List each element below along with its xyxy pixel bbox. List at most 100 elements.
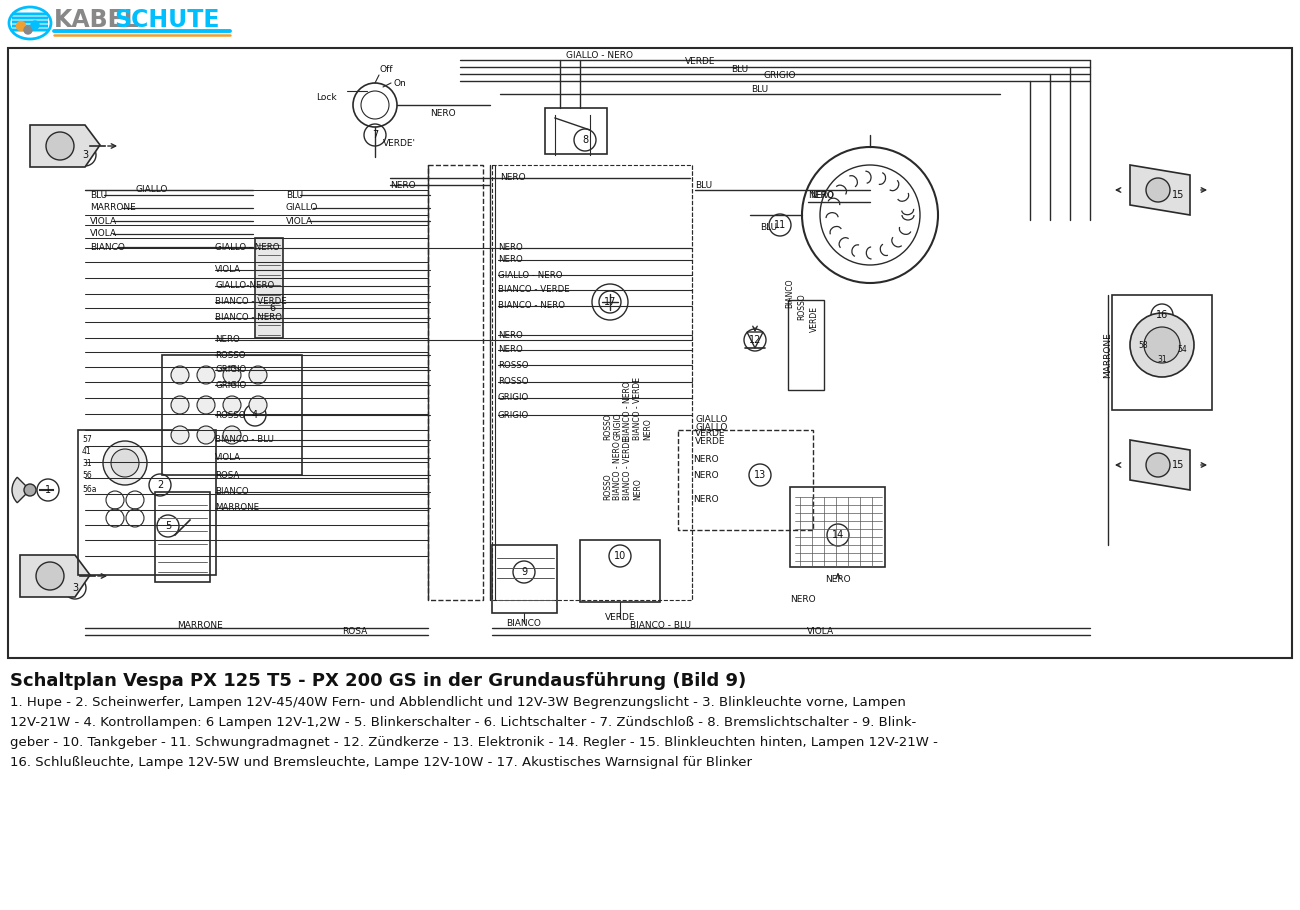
Text: NERO: NERO bbox=[809, 191, 833, 200]
Circle shape bbox=[103, 441, 147, 485]
Text: NERO: NERO bbox=[810, 190, 835, 199]
Circle shape bbox=[157, 515, 179, 537]
Text: GRIGIO: GRIGIO bbox=[614, 412, 623, 440]
Bar bbox=[428, 165, 484, 600]
Text: GRIGIO: GRIGIO bbox=[214, 366, 246, 375]
Text: 15: 15 bbox=[1171, 190, 1184, 200]
Text: VIOLA: VIOLA bbox=[90, 217, 117, 226]
Text: Schaltplan Vespa PX 125 T5 - PX 200 GS in der Grundausführung (Bild 9): Schaltplan Vespa PX 125 T5 - PX 200 GS i… bbox=[10, 672, 746, 690]
Text: NERO: NERO bbox=[633, 479, 642, 500]
Text: 57: 57 bbox=[82, 436, 92, 444]
Text: MARRONE: MARRONE bbox=[177, 621, 222, 630]
Circle shape bbox=[224, 396, 240, 414]
Circle shape bbox=[172, 366, 188, 384]
Text: BIANCO: BIANCO bbox=[90, 242, 125, 251]
Bar bbox=[155, 492, 211, 582]
Text: GIALLO - NERO: GIALLO - NERO bbox=[567, 50, 633, 59]
Text: ROSSO: ROSSO bbox=[797, 293, 806, 320]
Text: BLU: BLU bbox=[760, 223, 777, 231]
Text: VERDE: VERDE bbox=[685, 57, 715, 66]
Text: VIOLA: VIOLA bbox=[214, 266, 240, 275]
Circle shape bbox=[1147, 453, 1170, 477]
Text: VERDE: VERDE bbox=[696, 430, 725, 439]
Text: 7: 7 bbox=[372, 130, 378, 140]
Polygon shape bbox=[20, 555, 90, 597]
Text: 5: 5 bbox=[165, 521, 172, 531]
Text: 54: 54 bbox=[1176, 346, 1187, 355]
Circle shape bbox=[198, 426, 214, 444]
Text: BIANCO: BIANCO bbox=[214, 488, 248, 497]
Polygon shape bbox=[1130, 165, 1190, 215]
Text: BIANCO: BIANCO bbox=[785, 278, 794, 308]
FancyBboxPatch shape bbox=[12, 13, 48, 15]
Text: ROSSO: ROSSO bbox=[498, 360, 529, 369]
Circle shape bbox=[23, 26, 32, 34]
Text: 1: 1 bbox=[46, 485, 51, 495]
Circle shape bbox=[224, 426, 240, 444]
Bar bbox=[545, 108, 607, 154]
Text: 3: 3 bbox=[82, 150, 88, 160]
Circle shape bbox=[261, 297, 283, 319]
Text: BLU: BLU bbox=[751, 86, 768, 95]
Text: GIALLO: GIALLO bbox=[696, 416, 728, 424]
Bar bbox=[491, 165, 692, 600]
FancyBboxPatch shape bbox=[12, 25, 48, 27]
Circle shape bbox=[1167, 454, 1190, 476]
Circle shape bbox=[827, 524, 849, 546]
Bar bbox=[790, 487, 885, 567]
Bar bbox=[255, 238, 283, 338]
Text: BIANCO: BIANCO bbox=[507, 619, 541, 628]
Text: NERO: NERO bbox=[826, 575, 850, 584]
Circle shape bbox=[749, 464, 771, 486]
Circle shape bbox=[198, 396, 214, 414]
Text: VIOLA: VIOLA bbox=[214, 453, 240, 462]
Text: NERO: NERO bbox=[498, 256, 523, 265]
Text: Lock: Lock bbox=[316, 93, 337, 102]
Text: VERDE: VERDE bbox=[810, 306, 819, 332]
Circle shape bbox=[64, 577, 86, 599]
Text: NERO: NERO bbox=[430, 108, 455, 117]
Circle shape bbox=[608, 545, 630, 567]
Text: NERO: NERO bbox=[644, 419, 653, 440]
Circle shape bbox=[224, 366, 240, 384]
Text: 10: 10 bbox=[614, 551, 627, 561]
Text: 15: 15 bbox=[1171, 460, 1184, 470]
Circle shape bbox=[172, 396, 188, 414]
Circle shape bbox=[23, 484, 36, 496]
Text: BLU: BLU bbox=[732, 65, 749, 74]
Text: ROSSO: ROSSO bbox=[603, 413, 612, 440]
Text: VERDE: VERDE bbox=[696, 438, 725, 447]
Text: NERO: NERO bbox=[498, 346, 523, 355]
Text: BIANCO - NERO: BIANCO - NERO bbox=[214, 314, 282, 322]
Text: BLU: BLU bbox=[90, 190, 107, 199]
Circle shape bbox=[744, 329, 766, 351]
Circle shape bbox=[1130, 313, 1193, 377]
FancyBboxPatch shape bbox=[12, 21, 48, 24]
Text: BIANCO - VERDE: BIANCO - VERDE bbox=[214, 298, 287, 307]
Text: VERDE': VERDE' bbox=[384, 138, 416, 147]
Text: 6: 6 bbox=[269, 303, 276, 313]
Text: GIALLO - NERO: GIALLO - NERO bbox=[498, 270, 563, 279]
Text: KABEL: KABEL bbox=[55, 8, 140, 32]
Circle shape bbox=[1144, 327, 1180, 363]
Text: ROSA: ROSA bbox=[214, 470, 239, 480]
Text: ROSSO: ROSSO bbox=[498, 378, 529, 387]
Text: 31: 31 bbox=[1157, 356, 1167, 365]
Text: NERO: NERO bbox=[390, 180, 416, 189]
Text: GRIGIO: GRIGIO bbox=[498, 410, 529, 420]
FancyBboxPatch shape bbox=[12, 28, 48, 32]
Text: BIANCO - VERDE: BIANCO - VERDE bbox=[498, 286, 569, 295]
Text: 13: 13 bbox=[754, 470, 766, 480]
Circle shape bbox=[172, 426, 188, 444]
Text: BIANCO - VERDE: BIANCO - VERDE bbox=[624, 437, 633, 500]
Text: GRIGIO: GRIGIO bbox=[764, 72, 796, 80]
Text: VIOLA: VIOLA bbox=[806, 628, 833, 636]
Text: 1. Hupe - 2. Scheinwerfer, Lampen 12V-45/40W Fern- und Abblendlicht und 12V-3W B: 1. Hupe - 2. Scheinwerfer, Lampen 12V-45… bbox=[10, 696, 906, 709]
Text: ROSSO: ROSSO bbox=[603, 473, 612, 500]
Circle shape bbox=[150, 474, 172, 496]
Text: BIANCO - BLU: BIANCO - BLU bbox=[629, 621, 690, 630]
Text: BLU: BLU bbox=[696, 180, 712, 189]
Text: 16: 16 bbox=[1156, 310, 1169, 320]
Text: 12: 12 bbox=[749, 335, 762, 345]
Text: GIALLO: GIALLO bbox=[696, 423, 728, 432]
